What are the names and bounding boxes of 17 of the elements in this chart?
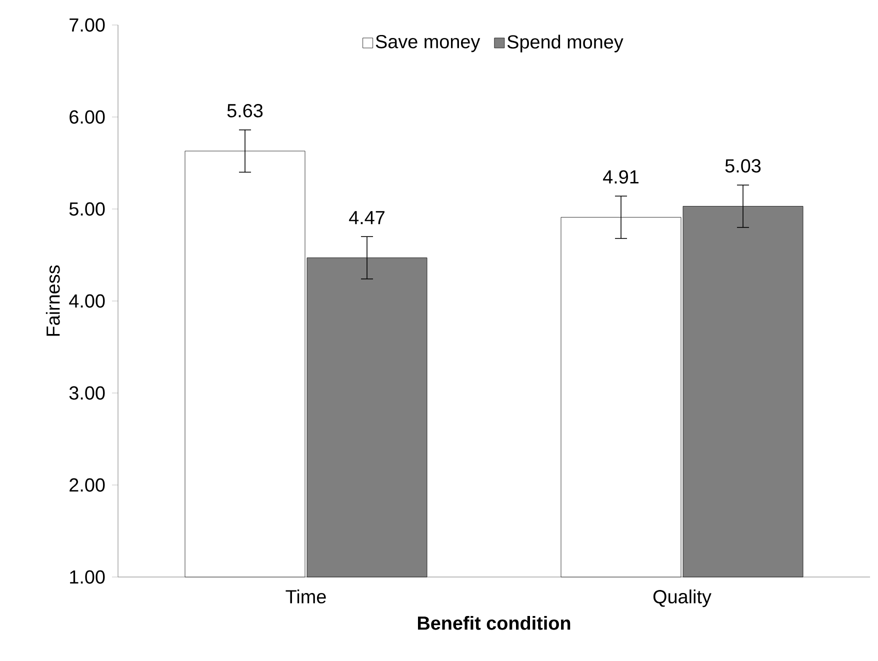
y-tick-label: 6.00 — [70, 110, 105, 124]
data-label: 4.91 — [603, 170, 638, 184]
y-tick-label: 3.00 — [69, 386, 105, 400]
data-label: 5.63 — [227, 104, 263, 118]
y-tick-label: 2.00 — [70, 478, 105, 492]
x-axis-title: Benefit condition — [418, 616, 570, 630]
data-label: 4.47 — [349, 211, 384, 224]
y-axis-title: Fairness — [46, 265, 60, 336]
y-tick-label: 7.00 — [70, 18, 105, 32]
legend-label: Spend money — [507, 34, 624, 52]
data-label: 5.03 — [725, 159, 761, 173]
legend-label: Save money — [376, 34, 480, 52]
y-tick-label: 5.00 — [69, 202, 105, 216]
x-tick-label: Time — [286, 590, 326, 604]
x-tick-label: Quality — [653, 590, 712, 608]
y-tick-label: 1.00 — [70, 570, 105, 584]
y-tick-label: 4.00 — [69, 294, 105, 308]
